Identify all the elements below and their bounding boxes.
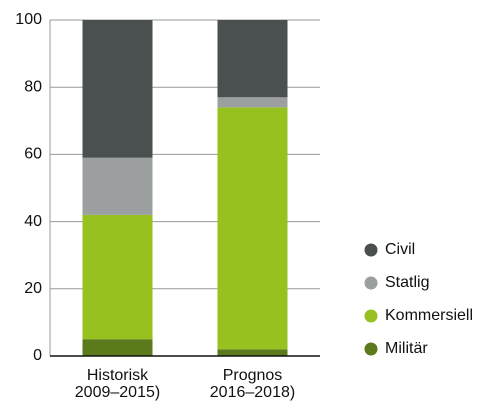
- bar-segment: [217, 107, 288, 350]
- x-tick-label: 2016–2018): [210, 384, 295, 401]
- bar-segment: [82, 214, 153, 340]
- y-tick-label: 80: [24, 78, 42, 95]
- x-tick-label: Historisk: [87, 367, 149, 384]
- x-tick-label: Prognos: [223, 367, 283, 384]
- legend-label: Statlig: [385, 274, 429, 291]
- bar-segment: [82, 20, 153, 158]
- bar-segment: [217, 20, 288, 98]
- y-tick-label: 40: [24, 213, 42, 230]
- bar-segment: [82, 157, 153, 215]
- legend-label: Kommersiell: [385, 307, 473, 324]
- legend-label: Militär: [385, 340, 428, 357]
- legend-swatch: [364, 243, 378, 257]
- legend-swatch: [364, 309, 378, 323]
- y-tick-label: 100: [15, 11, 42, 28]
- x-tick-label: 2009–2015): [75, 384, 160, 401]
- y-tick-label: 60: [24, 146, 42, 163]
- legend-swatch: [364, 276, 378, 290]
- bar-segment: [217, 97, 288, 108]
- legend-label: Civil: [385, 241, 415, 258]
- y-tick-label: 20: [24, 280, 42, 297]
- bar-segment: [82, 339, 153, 356]
- legend-swatch: [364, 342, 378, 356]
- bar-segment: [217, 349, 288, 356]
- y-tick-label: 0: [33, 347, 42, 364]
